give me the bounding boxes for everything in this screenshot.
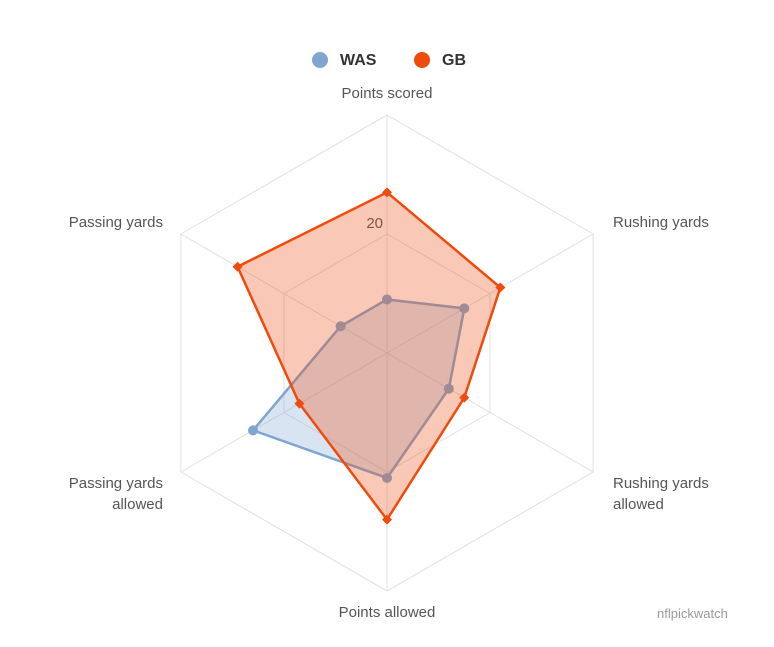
point <box>382 187 392 198</box>
point <box>294 398 305 409</box>
axis-label: Passing yards allowed <box>68 475 163 513</box>
axis-label: Rushing yards <box>613 214 709 231</box>
legend-label: GB <box>442 52 466 69</box>
series <box>232 187 506 525</box>
point <box>495 282 506 293</box>
axis-label: Passing yards <box>68 214 163 231</box>
legend-marker <box>312 52 328 68</box>
point <box>382 514 392 525</box>
spoke <box>180 233 388 354</box>
point <box>382 294 392 305</box>
legend-marker <box>414 52 430 68</box>
axis-label: Points allowed <box>338 604 436 621</box>
axis-label: Rushing yards allowed <box>613 475 709 513</box>
point <box>459 392 470 403</box>
point <box>232 261 243 272</box>
series <box>248 294 470 483</box>
point <box>443 383 454 394</box>
series-area <box>235 190 502 522</box>
point <box>459 303 470 314</box>
legend-label: WAS <box>340 52 377 69</box>
spoke <box>386 352 594 473</box>
point <box>335 321 346 332</box>
credit: nflpickwatch <box>657 606 728 621</box>
axis-label: Points scored <box>341 85 433 102</box>
point <box>248 425 259 436</box>
spoke <box>180 352 388 473</box>
point <box>382 472 392 483</box>
y-tick-label: 20 <box>366 215 383 232</box>
spoke <box>386 233 594 354</box>
